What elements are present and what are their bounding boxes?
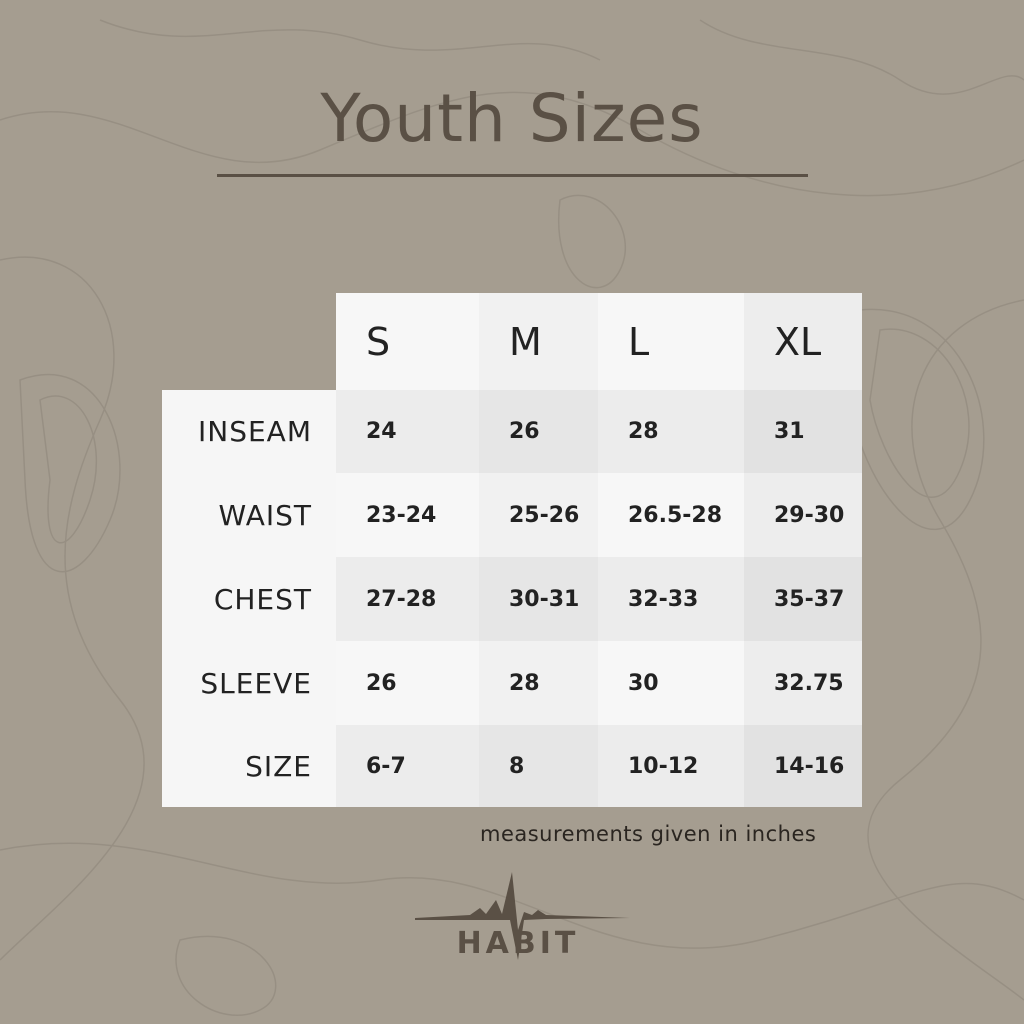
table-cell: 6-7 [336,725,479,807]
table-cell: 29-30 [744,473,862,557]
title-divider [217,174,808,177]
measurement-note: measurements given in inches [480,822,817,846]
table-cell: 25-26 [479,473,598,557]
page-title: Youth Sizes [320,80,704,157]
table-cell: 32-33 [598,557,744,641]
column-header-m: M [479,293,598,390]
table-cell: 8 [479,725,598,807]
column-header-s: S [336,293,479,390]
table-cell: 31 [744,390,862,473]
habit-logo: HABIT [415,872,630,960]
column-header-l: L [598,293,744,390]
table-cell: 23-24 [336,473,479,557]
table-cell: 14-16 [744,725,862,807]
row-label-sleeve: SLEEVE [162,641,336,725]
row-label-inseam: INSEAM [162,390,336,473]
row-label-size: SIZE [162,725,336,807]
table-cell: 24 [336,390,479,473]
table-cell: 26 [479,390,598,473]
row-label-chest: CHEST [162,557,336,641]
table-cell: 32.75 [744,641,862,725]
table-cell: 27-28 [336,557,479,641]
column-header-xl: XL [744,293,862,390]
table-cell: 10-12 [598,725,744,807]
row-label-waist: WAIST [162,473,336,557]
table-cell: 26.5-28 [598,473,744,557]
table-cell: 26 [336,641,479,725]
table-cell: 30-31 [479,557,598,641]
table-cell: 28 [598,390,744,473]
table-cell: 35-37 [744,557,862,641]
table-cell: 30 [598,641,744,725]
table-cell: 28 [479,641,598,725]
svg-text:HABIT: HABIT [457,926,580,960]
